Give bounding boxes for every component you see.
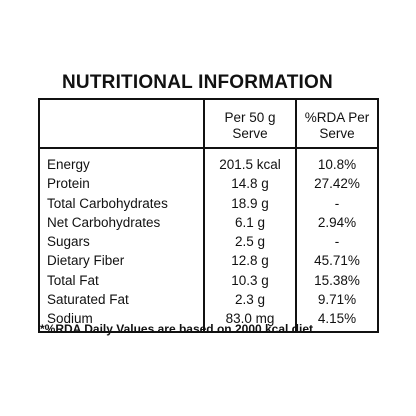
nutrient-rda: 45.71% (314, 253, 360, 269)
nutrient-per-serve: 6.1 g (204, 212, 297, 233)
nutrient-rda: 10.8% (317, 157, 357, 172)
table-row: Dietary Fiber 12.8 g 45.71% (39, 251, 378, 271)
header-rda-per-serve: %RDA Per Serve (296, 99, 378, 149)
header-per-serve-line2: Serve (232, 126, 268, 141)
nutrient-per-serve: 18.9 g (204, 193, 297, 213)
nutrient-name: Protein (39, 174, 205, 194)
table-row: Total Carbohydrates 18.9 g - (39, 193, 378, 213)
table-row: Protein 14.8 g 27.42% (39, 174, 378, 194)
header-rda-line2: Serve (319, 126, 355, 141)
nutrition-title: NUTRITIONAL INFORMATION (62, 72, 333, 93)
nutrient-rda: 9.71% (317, 292, 357, 308)
nutrition-table: Per 50 g Serve %RDA Per Serve Energy 201… (38, 98, 379, 333)
header-per-serve: Per 50 g Serve (204, 99, 297, 149)
nutrient-name: Total Fat (39, 270, 205, 291)
nutrient-name: Saturated Fat (39, 290, 205, 310)
nutrient-name: Total Carbohydrates (39, 193, 205, 213)
nutrient-per-serve: 83.0 mg (204, 309, 297, 332)
nutrient-name: Net Carbohydrates (39, 212, 205, 233)
rda-footnote: *%RDA Daily Values are based on 2000 kca… (40, 322, 317, 336)
table-row: Sodium 83.0 mg 4.15% (39, 309, 378, 332)
nutrient-rda: 27.42% (314, 176, 360, 192)
nutrient-name: Energy (39, 148, 205, 175)
nutrient-per-serve: 2.3 g (204, 290, 297, 310)
table-row: Saturated Fat 2.3 g 9.71% (39, 290, 378, 310)
nutrient-per-serve: 14.8 g (204, 174, 297, 194)
nutrient-name: Sodium (39, 309, 205, 332)
nutrient-per-serve: 2.5 g (204, 232, 297, 252)
nutrient-rda: 15.38% (314, 272, 360, 288)
table-row: Sugars 2.5 g - (39, 232, 378, 252)
nutrient-per-serve: 10.3 g (204, 270, 297, 291)
nutrient-rda: 4.15% (317, 311, 357, 327)
nutrient-rda: - (334, 234, 340, 250)
table-row: Total Fat 10.3 g 15.38% (39, 270, 378, 291)
nutrient-per-serve: 201.5 kcal (204, 148, 297, 175)
table-header-row: Per 50 g Serve %RDA Per Serve (39, 99, 378, 149)
header-nutrient (39, 99, 205, 149)
header-rda-line1: %RDA Per (304, 110, 370, 125)
nutrient-rda: 2.94% (317, 214, 357, 230)
nutrient-rda: - (334, 195, 340, 211)
nutrient-name: Dietary Fiber (39, 251, 205, 271)
table-row: Energy 201.5 kcal 10.8% (39, 148, 378, 175)
nutrient-per-serve: 12.8 g (204, 251, 297, 271)
nutrient-name: Sugars (39, 232, 205, 252)
header-per-serve-line1: Per 50 g (224, 110, 276, 125)
table-row: Net Carbohydrates 6.1 g 2.94% (39, 212, 378, 233)
